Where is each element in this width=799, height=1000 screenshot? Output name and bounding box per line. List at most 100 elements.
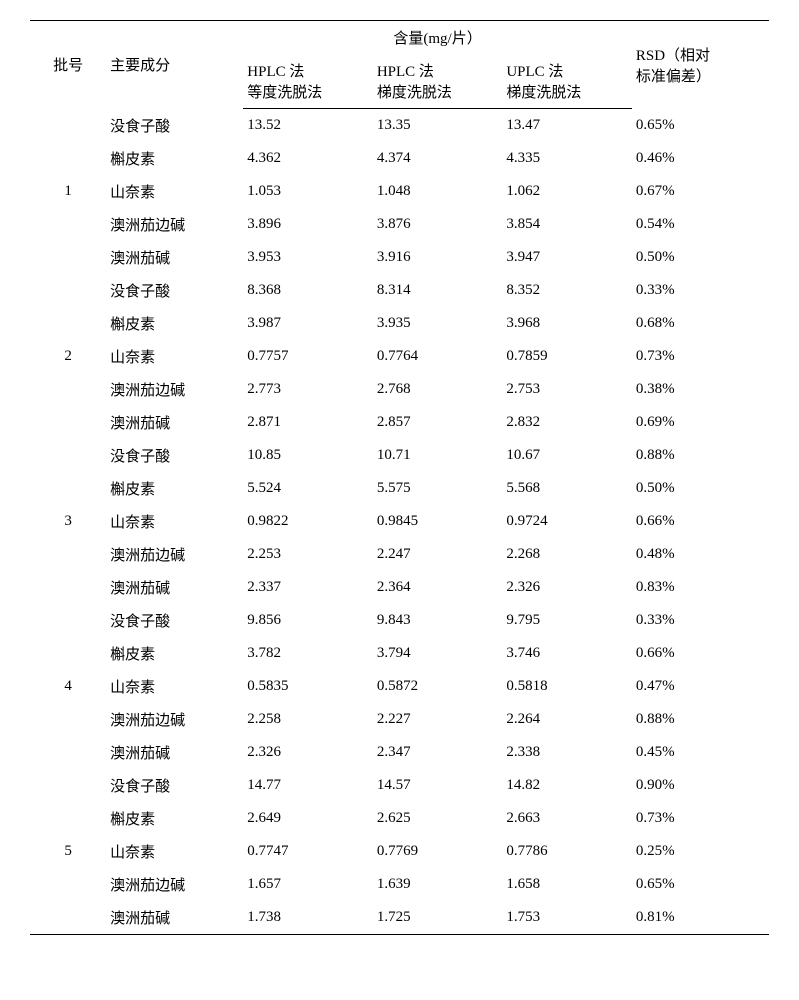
table-row: 槲皮素3.7823.7943.7460.66% bbox=[30, 637, 769, 670]
table-row: 没食子酸10.8510.7110.670.88% bbox=[30, 439, 769, 472]
cell-value: 1.639 bbox=[373, 868, 503, 901]
cell-component: 没食子酸 bbox=[106, 604, 243, 637]
cell-component: 槲皮素 bbox=[106, 142, 243, 175]
cell-component: 澳洲茄碱 bbox=[106, 241, 243, 274]
cell-value: 14.82 bbox=[502, 769, 632, 802]
cell-value: 0.9845 bbox=[373, 505, 503, 538]
cell-value: 0.7764 bbox=[373, 340, 503, 373]
header-method3: UPLC 法 梯度洗脱法 bbox=[502, 54, 632, 109]
table-body: 没食子酸13.5213.3513.470.65%槲皮素4.3624.3744.3… bbox=[30, 109, 769, 935]
cell-value: 0.7757 bbox=[243, 340, 373, 373]
table-row: 槲皮素5.5245.5755.5680.50% bbox=[30, 472, 769, 505]
cell-value: 2.247 bbox=[373, 538, 503, 571]
table-row: 澳洲茄边碱3.8963.8763.8540.54% bbox=[30, 208, 769, 241]
cell-value: 14.77 bbox=[243, 769, 373, 802]
table-row: 澳洲茄碱1.7381.7251.7530.81% bbox=[30, 901, 769, 935]
cell-value: 2.268 bbox=[502, 538, 632, 571]
cell-value: 0.5872 bbox=[373, 670, 503, 703]
cell-batch: 3 bbox=[30, 505, 106, 538]
cell-component: 山奈素 bbox=[106, 340, 243, 373]
header-m2-l1: HPLC 法 bbox=[377, 64, 434, 80]
cell-component: 澳洲茄边碱 bbox=[106, 373, 243, 406]
header-m1-l1: HPLC 法 bbox=[247, 64, 304, 80]
cell-value: 2.337 bbox=[243, 571, 373, 604]
cell-rsd: 0.73% bbox=[632, 340, 769, 373]
cell-value: 3.782 bbox=[243, 637, 373, 670]
cell-value: 2.663 bbox=[502, 802, 632, 835]
cell-rsd: 0.25% bbox=[632, 835, 769, 868]
cell-rsd: 0.33% bbox=[632, 604, 769, 637]
table-row: 澳洲茄边碱2.2532.2472.2680.48% bbox=[30, 538, 769, 571]
cell-rsd: 0.38% bbox=[632, 373, 769, 406]
cell-value: 13.47 bbox=[502, 109, 632, 142]
cell-batch: 4 bbox=[30, 670, 106, 703]
cell-component: 山奈素 bbox=[106, 670, 243, 703]
cell-value: 2.326 bbox=[243, 736, 373, 769]
cell-rsd: 0.66% bbox=[632, 505, 769, 538]
cell-value: 3.987 bbox=[243, 307, 373, 340]
cell-batch: 5 bbox=[30, 835, 106, 868]
cell-value: 0.7786 bbox=[502, 835, 632, 868]
cell-rsd: 0.50% bbox=[632, 241, 769, 274]
header-m1-l2: 等度洗脱法 bbox=[247, 85, 322, 101]
cell-batch bbox=[30, 571, 106, 604]
cell-value: 0.9822 bbox=[243, 505, 373, 538]
table-row: 槲皮素3.9873.9353.9680.68% bbox=[30, 307, 769, 340]
cell-rsd: 0.46% bbox=[632, 142, 769, 175]
cell-component: 澳洲茄边碱 bbox=[106, 703, 243, 736]
cell-value: 2.253 bbox=[243, 538, 373, 571]
cell-value: 1.048 bbox=[373, 175, 503, 208]
cell-value: 3.953 bbox=[243, 241, 373, 274]
cell-component: 山奈素 bbox=[106, 505, 243, 538]
cell-component: 槲皮素 bbox=[106, 472, 243, 505]
table-row: 没食子酸13.5213.3513.470.65% bbox=[30, 109, 769, 142]
cell-value: 3.935 bbox=[373, 307, 503, 340]
header-rsd: RSD（相对 标准偏差） bbox=[632, 21, 769, 109]
cell-rsd: 0.90% bbox=[632, 769, 769, 802]
table-row: 1山奈素1.0531.0481.0620.67% bbox=[30, 175, 769, 208]
cell-value: 2.649 bbox=[243, 802, 373, 835]
cell-value: 3.876 bbox=[373, 208, 503, 241]
cell-batch bbox=[30, 373, 106, 406]
cell-component: 澳洲茄边碱 bbox=[106, 538, 243, 571]
cell-value: 3.794 bbox=[373, 637, 503, 670]
header-m3-l1: UPLC 法 bbox=[506, 64, 563, 80]
cell-value: 0.7769 bbox=[373, 835, 503, 868]
cell-batch bbox=[30, 208, 106, 241]
cell-value: 3.746 bbox=[502, 637, 632, 670]
cell-value: 9.795 bbox=[502, 604, 632, 637]
cell-value: 2.326 bbox=[502, 571, 632, 604]
cell-batch bbox=[30, 241, 106, 274]
cell-batch bbox=[30, 109, 106, 142]
table-row: 5山奈素0.77470.77690.77860.25% bbox=[30, 835, 769, 868]
cell-value: 5.568 bbox=[502, 472, 632, 505]
cell-component: 没食子酸 bbox=[106, 274, 243, 307]
cell-rsd: 0.54% bbox=[632, 208, 769, 241]
cell-batch bbox=[30, 538, 106, 571]
cell-component: 澳洲茄碱 bbox=[106, 571, 243, 604]
cell-value: 4.335 bbox=[502, 142, 632, 175]
cell-rsd: 0.50% bbox=[632, 472, 769, 505]
table-row: 澳洲茄碱2.3372.3642.3260.83% bbox=[30, 571, 769, 604]
cell-value: 5.524 bbox=[243, 472, 373, 505]
table-row: 澳洲茄碱2.3262.3472.3380.45% bbox=[30, 736, 769, 769]
cell-rsd: 0.83% bbox=[632, 571, 769, 604]
cell-rsd: 0.88% bbox=[632, 439, 769, 472]
cell-value: 10.71 bbox=[373, 439, 503, 472]
cell-value: 2.364 bbox=[373, 571, 503, 604]
table-row: 澳洲茄边碱1.6571.6391.6580.65% bbox=[30, 868, 769, 901]
cell-component: 澳洲茄边碱 bbox=[106, 208, 243, 241]
cell-value: 2.264 bbox=[502, 703, 632, 736]
table-row: 澳洲茄边碱2.2582.2272.2640.88% bbox=[30, 703, 769, 736]
cell-rsd: 0.67% bbox=[632, 175, 769, 208]
cell-value: 1.658 bbox=[502, 868, 632, 901]
cell-value: 10.85 bbox=[243, 439, 373, 472]
cell-value: 4.362 bbox=[243, 142, 373, 175]
cell-component: 槲皮素 bbox=[106, 637, 243, 670]
cell-rsd: 0.68% bbox=[632, 307, 769, 340]
cell-component: 山奈素 bbox=[106, 175, 243, 208]
cell-value: 0.7747 bbox=[243, 835, 373, 868]
cell-value: 2.258 bbox=[243, 703, 373, 736]
cell-batch: 2 bbox=[30, 340, 106, 373]
cell-value: 9.856 bbox=[243, 604, 373, 637]
